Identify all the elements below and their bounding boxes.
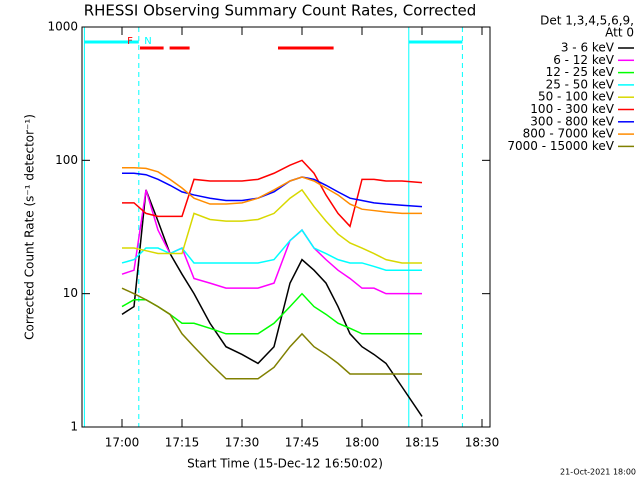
series-line [121,189,423,417]
plot-frame [81,26,491,428]
y-tick-label: 10 [63,286,78,300]
series-line [122,172,423,208]
series-line [121,189,422,295]
legend-label: 100 - 300 keV [530,102,614,116]
flag-label: F [127,36,133,47]
x-tick-label: 18:30 [465,436,500,450]
x-tick-label: 17:45 [285,436,320,450]
legend-label: 50 - 100 keV [538,90,615,104]
y-tick-label: 1 [70,420,78,434]
legend-title: Att 0 [605,26,634,40]
legend-label: 3 - 6 keV [561,41,615,55]
series-line [121,228,422,271]
x-tick-label: 17:00 [105,436,140,450]
legend-label: 6 - 12 keV [553,53,615,67]
legend-label: 7000 - 15000 keV [507,139,614,153]
flag-label: N [144,36,151,47]
x-tick-label: 17:15 [165,436,200,450]
x-tick-label: 17:30 [225,436,260,450]
y-axis-label: Corrected Count Rate (s⁻¹ detector⁻¹) [23,114,37,340]
series-line [122,188,422,264]
legend-title: Det 1,3,4,5,6,9, [540,14,634,28]
chart-title: RHESSI Observing Summary Count Rates, Co… [84,2,477,20]
y-tick-label: 1000 [47,20,78,34]
legend-label: 300 - 800 keV [530,114,614,128]
y-tick-label: 100 [55,153,78,167]
legend-label: 12 - 25 keV [546,65,615,79]
legend-label: 25 - 50 keV [546,77,615,91]
series-line [121,287,422,380]
x-axis-label: Start Time (15-Dec-12 16:50:02) [187,457,383,471]
legend-label: 800 - 7000 keV [523,127,615,141]
x-tick-label: 18:00 [345,436,380,450]
footer: 21-Oct-2021 18:00 [560,468,636,477]
series-line [122,166,422,215]
x-tick-label: 18:15 [405,436,440,450]
series-line [122,159,423,228]
